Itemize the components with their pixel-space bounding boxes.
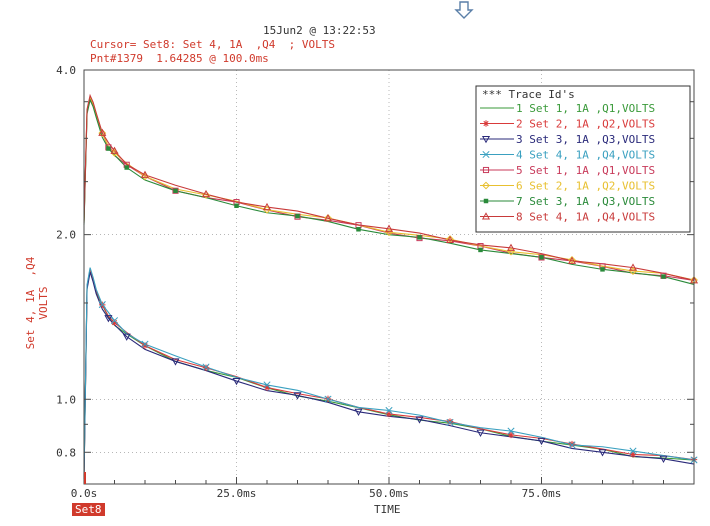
header-timestamp: 15Jun2 @ 13:22:53 <box>263 24 376 37</box>
marker-filled-square <box>106 146 111 151</box>
tick-labels: 0.0s 25.0ms 50.0ms 75.0ms 0.8 1.0 2.0 4.0 <box>56 64 561 500</box>
down-arrow-icon <box>454 1 474 19</box>
series-lines <box>83 93 695 479</box>
marker-x <box>202 363 210 371</box>
marker-x <box>98 301 106 309</box>
marker-x <box>507 427 515 435</box>
marker-asterisk <box>141 342 149 349</box>
marker-x <box>263 381 271 389</box>
legend-entry-3: 3 Set 3, 1A ,Q3,VOLTS <box>516 133 655 146</box>
series-line-3 <box>83 271 695 479</box>
marker-triangle-down <box>598 449 607 457</box>
marker-x <box>110 317 119 325</box>
legend: *** Trace Id's1 Set 1, 1A ,Q1,VOLTS 2 Set… <box>475 85 691 233</box>
marker-asterisk <box>507 431 515 439</box>
marker-filled-square <box>600 267 605 272</box>
legend-entry-5: 5 Set 1, 1A ,Q1,VOLTS <box>516 164 655 177</box>
marker-asterisk <box>482 120 490 127</box>
marker-triangle-down <box>537 437 546 446</box>
marker-x <box>482 150 490 159</box>
marker-triangle-up <box>201 189 211 198</box>
marker-triangle-down <box>354 408 363 417</box>
marker-asterisk <box>263 384 271 391</box>
marker-filled-square <box>478 247 483 253</box>
series-line-4 <box>83 267 695 475</box>
marker-triangle-up <box>628 263 638 271</box>
marker-filled-square <box>356 227 361 232</box>
legend-box <box>475 85 691 233</box>
marker-x <box>324 395 332 403</box>
marker-filled-square <box>417 235 422 240</box>
down-arrow-icon <box>454 1 474 19</box>
marker-triangle-down <box>232 377 241 386</box>
marker-triangle-up <box>262 202 272 211</box>
legend-title: *** Trace Id's <box>482 88 575 101</box>
marker-diamond <box>482 181 490 190</box>
legend-entry-4: 4 Set 4, 1A ,Q4,VOLTS <box>516 149 655 162</box>
legend-entry-6: 6 Set 2, 1A ,Q2,VOLTS <box>516 180 655 193</box>
x-axis-label: TIME <box>374 503 401 516</box>
legend-entry-1: 1 Set 1, 1A ,Q1,VOLTS <box>516 102 655 115</box>
marker-triangle-down <box>122 333 131 341</box>
y-axis-label: Set 4, 1A ,Q4 VOLTS <box>24 256 50 350</box>
marker-triangle-up <box>140 170 150 178</box>
marker-triangle-up <box>323 214 333 222</box>
x-tick-label: 25.0ms <box>217 487 257 500</box>
marker-triangle-down <box>659 455 668 464</box>
marker-triangle-up <box>481 212 491 220</box>
marker-asterisk <box>446 418 454 425</box>
marker-filled-square <box>234 203 239 208</box>
marker-square <box>482 166 490 174</box>
marker-x <box>568 441 576 449</box>
legend-entry-8: 8 Set 4, 1A ,Q4,VOLTS <box>516 211 655 224</box>
y-tick-label: 2.0 <box>56 229 76 242</box>
axes <box>83 69 695 485</box>
y-tick-label: 4.0 <box>56 64 76 77</box>
marker-triangle-up <box>384 224 394 232</box>
cursor-readout: Cursor= Set8: Set 4, 1A ,Q4 ; VOLTS <box>90 38 336 51</box>
marker-triangle-up <box>506 243 516 251</box>
series-line-8 <box>83 93 695 281</box>
marker-square <box>538 254 545 261</box>
y-tick-label: 0.8 <box>56 446 76 459</box>
x-tick-label: 50.0ms <box>369 487 409 500</box>
marker-triangle-up <box>567 256 577 264</box>
marker-diamond <box>98 129 107 137</box>
marker-filled-square <box>124 165 129 170</box>
marker-filled-square <box>483 198 489 204</box>
series-line-7 <box>83 98 695 285</box>
x-tick-label: 0.0s <box>71 487 98 500</box>
marker-filled-square <box>539 255 544 260</box>
marker-filled-square <box>295 213 300 219</box>
marker-x <box>385 406 393 415</box>
y-tick-label: 1.0 <box>56 393 76 406</box>
marker-x <box>629 447 637 455</box>
legend-entry-2: 2 Set 2, 1A ,Q2,VOLTS <box>516 118 655 131</box>
marker-triangle-up <box>445 235 455 244</box>
cursor-tab[interactable]: Set8 <box>72 503 105 516</box>
marker-asterisk <box>385 410 393 418</box>
legend-entry-7: 7 Set 3, 1A ,Q3,VOLTS <box>516 195 655 208</box>
x-tick-label: 75.0ms <box>522 487 562 500</box>
marker-asterisk <box>629 451 637 458</box>
marker-triangle-up <box>110 146 119 154</box>
marker-filled-square <box>173 188 178 194</box>
point-readout: Pnt#1379 1.64285 @ 100.0ms <box>90 52 269 65</box>
marker-triangle-down <box>415 416 424 424</box>
marker-asterisk <box>568 440 576 448</box>
marker-triangle-down <box>171 358 180 366</box>
marker-asterisk <box>202 364 210 371</box>
marker-triangle-down <box>476 429 485 437</box>
marker-filled-square <box>661 274 666 279</box>
marker-triangle-down <box>293 392 302 400</box>
marker-triangle-down <box>104 315 113 323</box>
marker-triangle-up <box>98 128 107 136</box>
marker-square <box>172 187 179 194</box>
marker-triangle-down <box>481 135 491 144</box>
marker-x <box>446 418 454 426</box>
series-line-2 <box>83 268 695 476</box>
marker-x <box>141 340 149 348</box>
marker-asterisk <box>111 319 118 326</box>
